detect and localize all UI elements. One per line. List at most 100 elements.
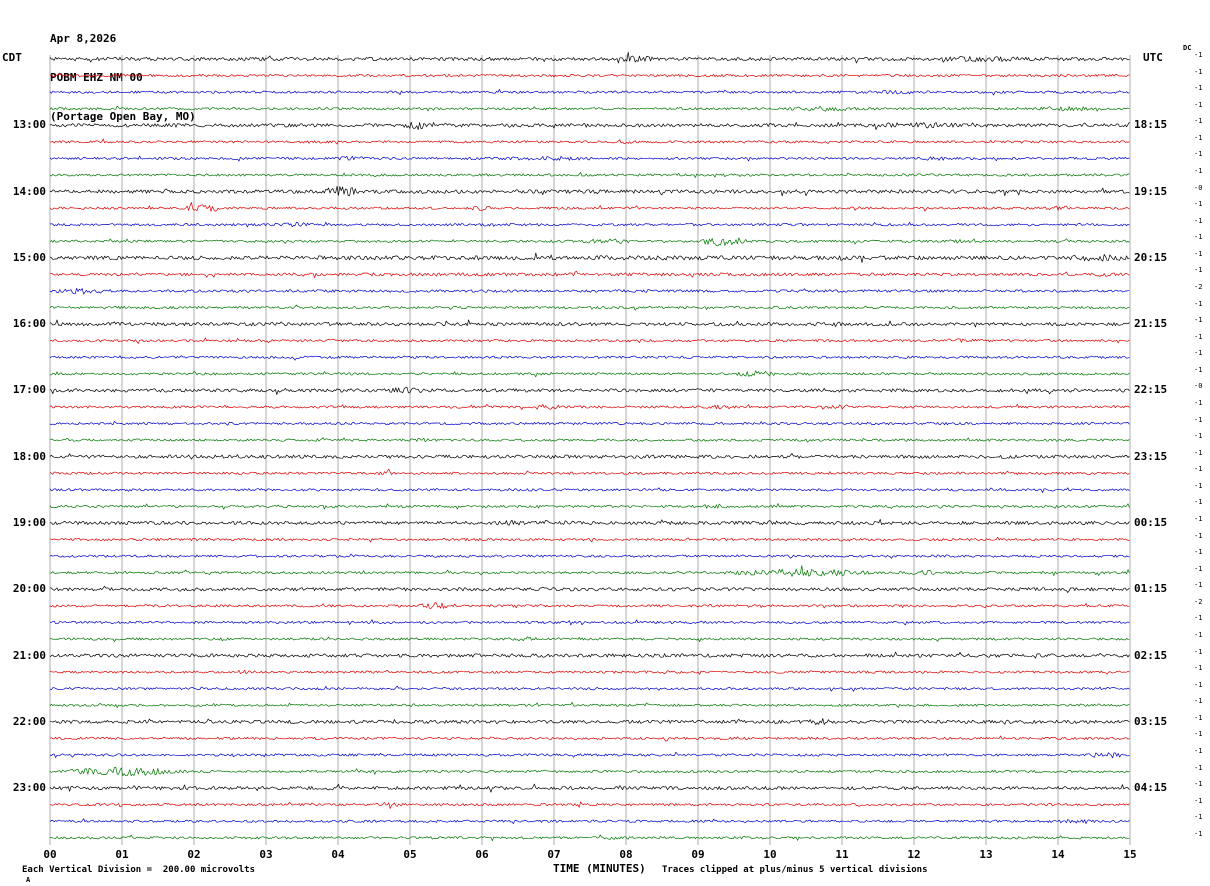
dc-offset-row-22: -1 xyxy=(1194,415,1203,424)
trace-row-29 xyxy=(49,536,1130,543)
left-time-label-18:00: 18:00 xyxy=(12,449,46,463)
trace-row-32 xyxy=(49,585,1130,593)
dc-offset-row-39: -1 xyxy=(1194,697,1203,706)
trace-row-19 xyxy=(49,370,1130,378)
x-tick-08: 08 xyxy=(619,848,633,861)
dc-offset-row-47: -1 xyxy=(1194,829,1203,838)
x-axis-title: TIME (MINUTES) xyxy=(553,862,646,875)
right-time-label-04:15: 04:15 xyxy=(1134,781,1168,795)
dc-offset-row-33: -2 xyxy=(1194,597,1203,606)
dc-offset-row-15: -1 xyxy=(1194,299,1203,308)
dc-offset-row-27: -1 xyxy=(1194,498,1203,507)
left-time-label-23:00: 23:00 xyxy=(12,781,46,795)
trace-row-20 xyxy=(49,387,1130,395)
trace-row-33 xyxy=(49,602,1130,609)
dc-offset-row-44: -1 xyxy=(1194,780,1203,789)
right-time-label-19:15: 19:15 xyxy=(1134,184,1168,198)
right-time-label-02:15: 02:15 xyxy=(1134,648,1168,662)
trace-row-17 xyxy=(49,337,1130,344)
dc-offset-row-17: -1 xyxy=(1194,332,1203,341)
right-time-label-21:15: 21:15 xyxy=(1134,317,1168,331)
dc-offset-row-35: -1 xyxy=(1194,630,1203,639)
dc-offset-row-4: -1 xyxy=(1194,117,1203,126)
trace-row-37 xyxy=(49,669,1130,675)
trace-row-24 xyxy=(49,453,1130,460)
plot-title: Apr 8,2026 POBM EHZ NM 00 (Portage Open … xyxy=(50,6,196,149)
trace-row-43 xyxy=(49,766,1130,777)
dc-offset-row-13: -1 xyxy=(1194,266,1203,275)
dc-offset-row-32: -1 xyxy=(1194,581,1203,590)
dc-offset-row-41: -1 xyxy=(1194,730,1203,739)
dc-offset-row-11: -1 xyxy=(1194,233,1203,242)
left-time-label-14:00: 14:00 xyxy=(12,184,46,198)
dc-offset-row-29: -1 xyxy=(1194,531,1203,540)
dc-offset-row-3: -1 xyxy=(1194,100,1203,109)
dc-offset-row-34: -1 xyxy=(1194,614,1203,623)
trace-row-38 xyxy=(49,685,1130,692)
dc-offset-row-8: -0 xyxy=(1194,183,1203,192)
x-tick-00: 00 xyxy=(43,848,57,861)
trace-row-6 xyxy=(49,155,1130,162)
dc-offset-row-16: -1 xyxy=(1194,316,1203,325)
x-tick-14: 14 xyxy=(1051,848,1065,861)
dc-offset-row-40: -1 xyxy=(1194,713,1203,722)
dc-offset-row-28: -1 xyxy=(1194,514,1203,523)
timezone-left-label: CDT xyxy=(2,51,22,64)
timezone-right-label: UTC xyxy=(1143,51,1163,64)
dc-offset-row-7: -1 xyxy=(1194,166,1203,175)
left-time-label-19:00: 19:00 xyxy=(12,515,46,529)
title-station: POBM EHZ NM 00 xyxy=(50,71,143,84)
left-time-label-13:00: 13:00 xyxy=(12,118,46,132)
footer-clip-note: Traces clipped at plus/minus 5 vertical … xyxy=(662,865,928,875)
dc-offset-row-0: -1 xyxy=(1194,51,1203,59)
trace-row-18 xyxy=(49,355,1130,361)
left-time-label-22:00: 22:00 xyxy=(12,714,46,728)
trace-row-28 xyxy=(49,519,1130,526)
trace-row-8 xyxy=(49,186,1130,197)
dc-offset-row-42: -1 xyxy=(1194,746,1203,755)
x-tick-15: 15 xyxy=(1123,848,1137,861)
x-tick-06: 06 xyxy=(475,848,489,861)
trace-row-4 xyxy=(49,121,1130,130)
trace-row-31 xyxy=(50,565,1130,577)
dc-offset-row-1: -1 xyxy=(1194,67,1203,76)
trace-row-22 xyxy=(49,421,1130,426)
dc-offset-row-5: -1 xyxy=(1194,133,1203,142)
dc-offset-row-18: -1 xyxy=(1194,349,1203,358)
dc-offset-row-36: -1 xyxy=(1194,647,1203,656)
footer-scale-note: Each Vertical Division = 200.00 microvol… xyxy=(22,865,255,875)
trace-row-10 xyxy=(50,221,1130,228)
x-tick-10: 10 xyxy=(763,848,777,861)
dc-offset-row-19: -1 xyxy=(1194,365,1203,374)
dc-offset-header: DC xyxy=(1183,44,1192,52)
dc-offset-row-10: -1 xyxy=(1194,216,1203,225)
trace-row-5 xyxy=(49,138,1130,145)
dc-offset-row-25: -1 xyxy=(1194,465,1203,474)
dc-offset-row-45: -1 xyxy=(1194,796,1203,805)
x-tick-07: 07 xyxy=(547,848,561,861)
trace-row-14 xyxy=(49,287,1130,295)
title-location: (Portage Open Bay, MO) xyxy=(50,110,196,123)
x-tick-02: 02 xyxy=(187,848,201,861)
title-date: Apr 8,2026 xyxy=(50,32,117,45)
trace-row-13 xyxy=(49,270,1130,279)
trace-row-36 xyxy=(49,651,1130,659)
trace-row-23 xyxy=(49,437,1130,443)
x-tick-04: 04 xyxy=(331,848,345,861)
dc-offset-row-30: -1 xyxy=(1194,548,1203,557)
x-tick-09: 09 xyxy=(691,848,705,861)
x-tick-11: 11 xyxy=(835,848,849,861)
trace-row-40 xyxy=(49,718,1130,726)
right-time-label-03:15: 03:15 xyxy=(1134,714,1168,728)
left-time-label-15:00: 15:00 xyxy=(12,250,46,264)
right-time-label-20:15: 20:15 xyxy=(1134,250,1168,264)
dc-offset-row-26: -1 xyxy=(1194,481,1203,490)
trace-row-47 xyxy=(49,834,1130,842)
dc-offset-row-23: -1 xyxy=(1194,432,1203,441)
trace-row-44 xyxy=(49,783,1130,793)
trace-row-39 xyxy=(49,701,1130,709)
dc-offset-row-21: -1 xyxy=(1194,398,1203,407)
trace-row-30 xyxy=(49,553,1130,559)
